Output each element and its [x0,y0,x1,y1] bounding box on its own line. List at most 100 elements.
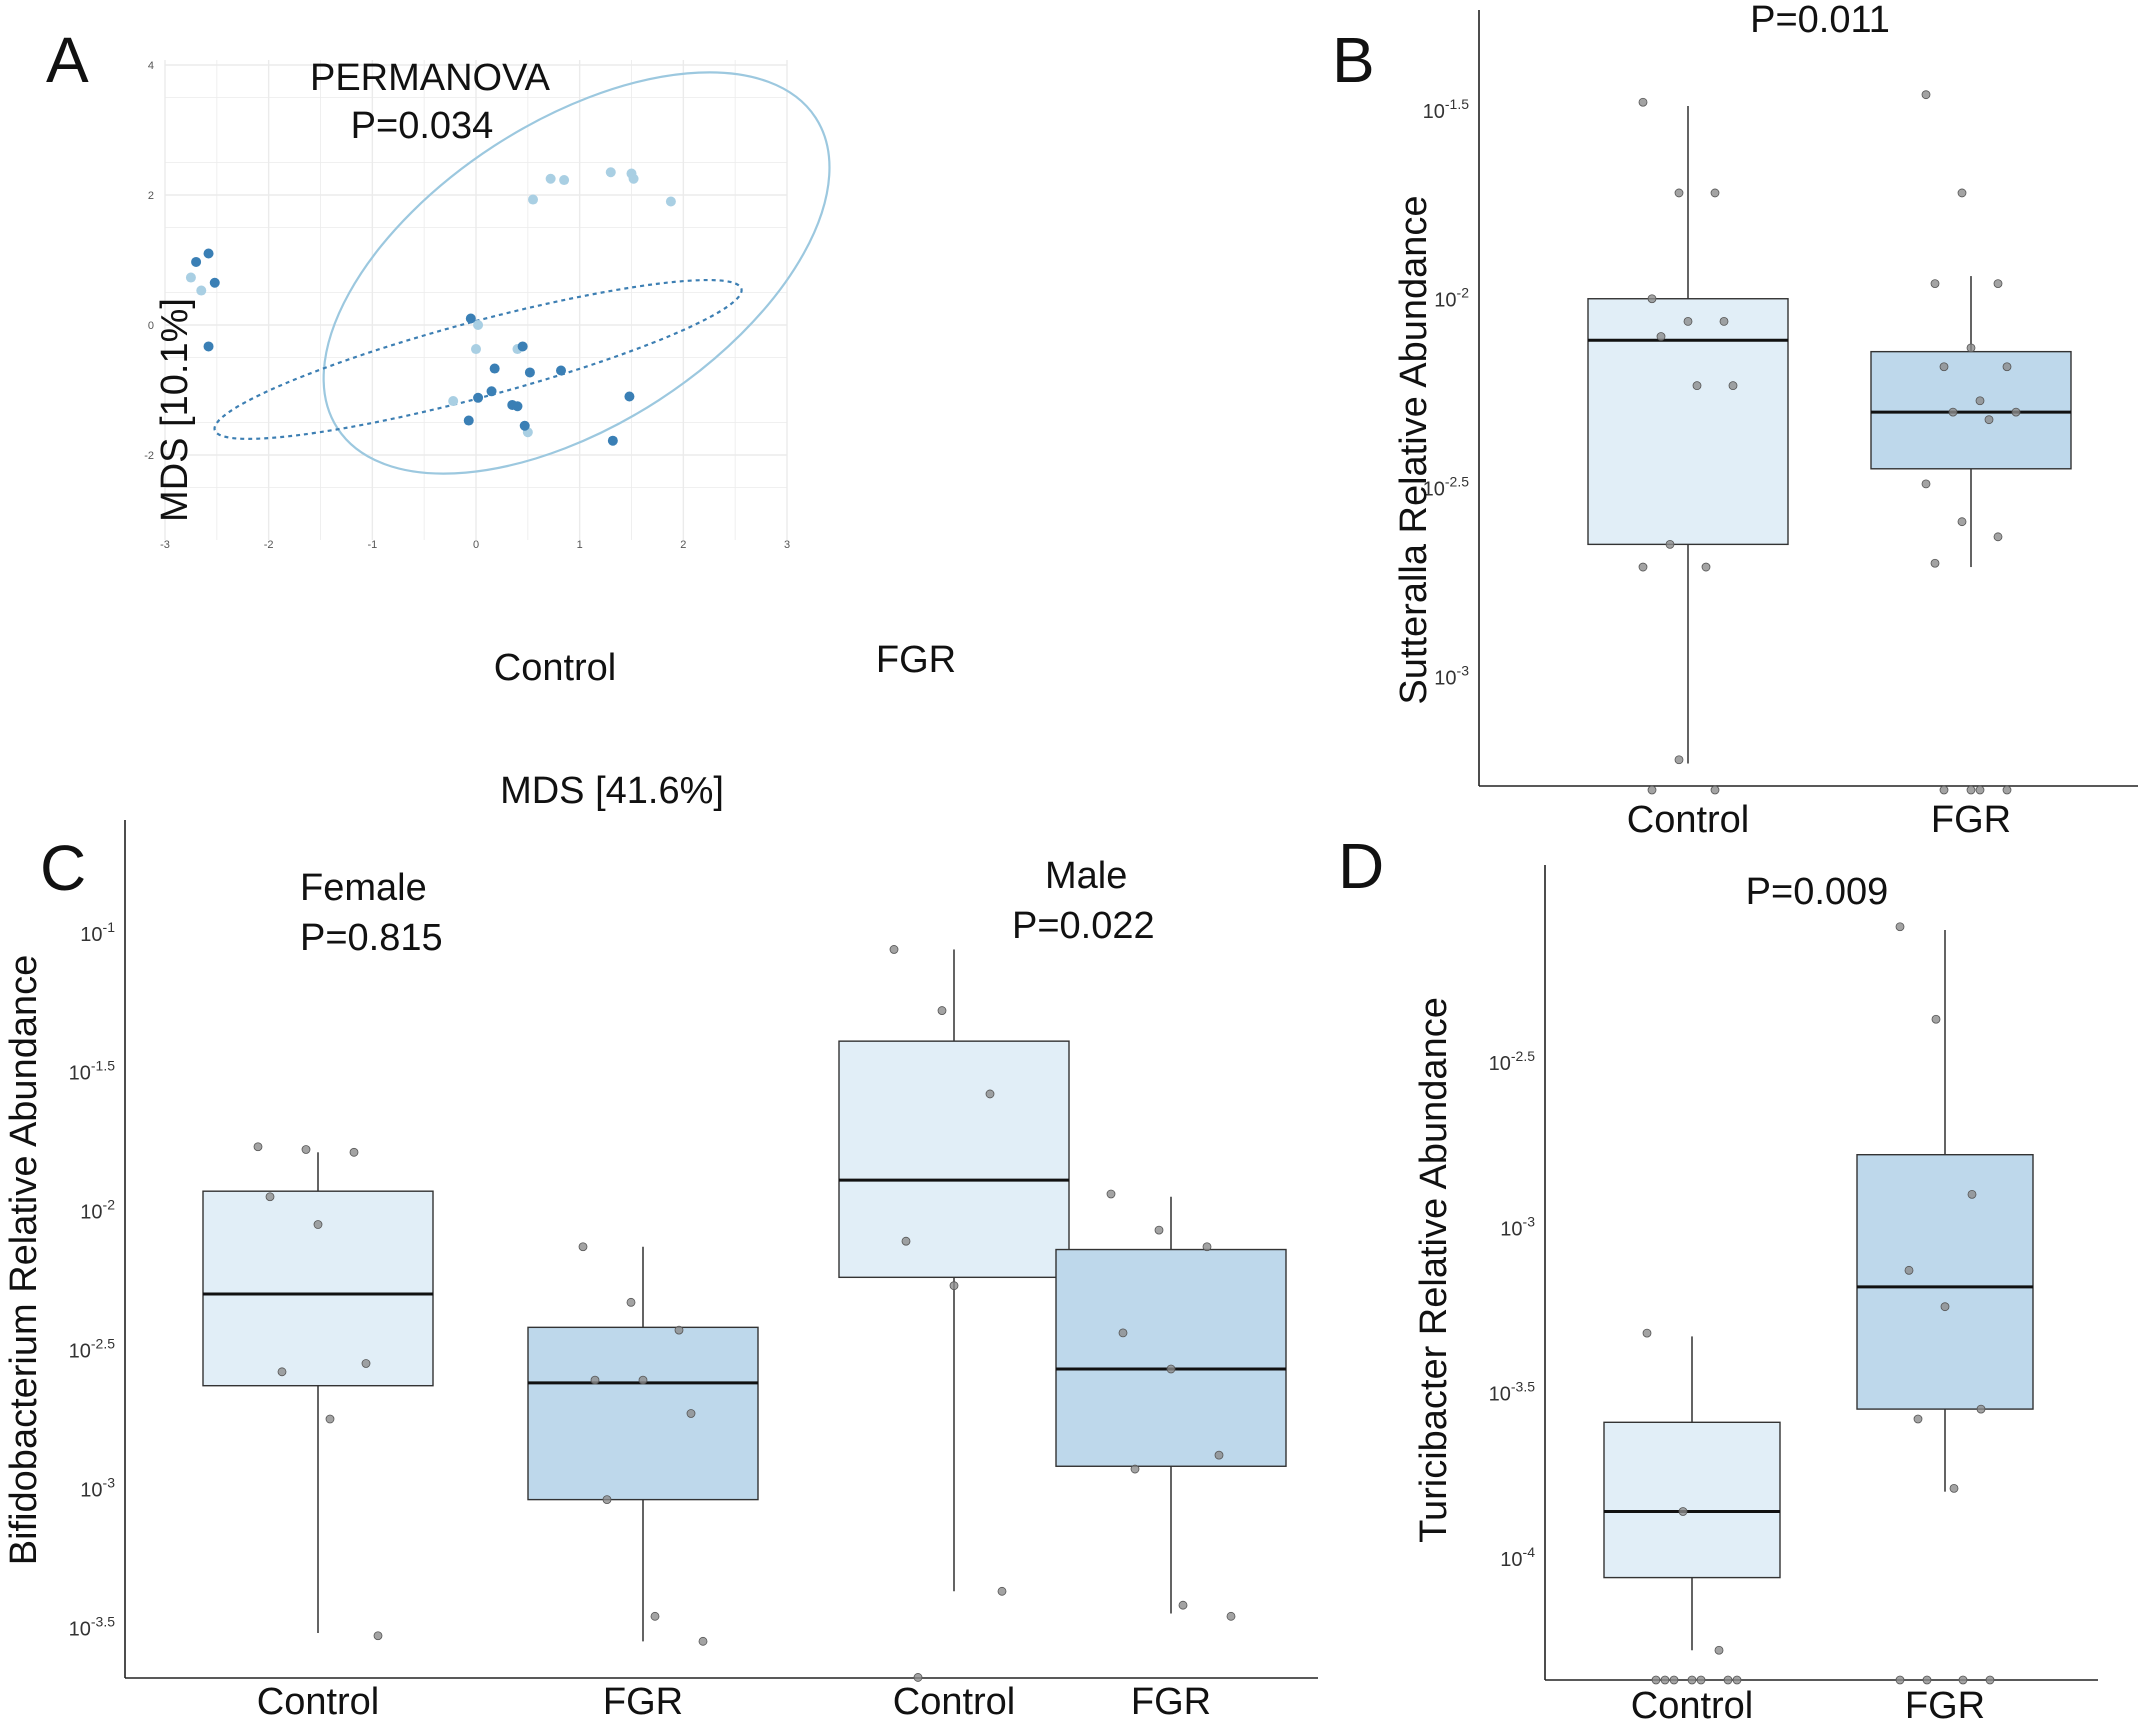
jitter-point [949,1281,959,1291]
x-category-label: FGR [603,1681,683,1721]
jitter-point [361,1359,371,1368]
jitter-point [1939,362,1949,372]
y-tick-label: 10-3.5 [1489,1379,1536,1406]
jitter-point [277,1367,287,1377]
y-tick-label: 10-1.5 [1423,96,1470,123]
x-category-label: Control [257,1681,380,1721]
jitter-point [2011,407,2021,417]
jitter-point [1647,294,1657,304]
jitter-point [1651,1675,1661,1685]
jitter-point [1921,90,1931,100]
jitter-point [1656,332,1666,341]
x-tick-label: -2 [264,539,274,551]
y-tick-label: 10-4 [1500,1544,1535,1571]
y-tick-label: 0 [148,320,154,332]
jitter-point [1966,343,1976,353]
jitter-point [1674,755,1684,765]
fgr-point [203,341,214,352]
panel-c-plot-area: 10-1 10-1.5 10-2 10-2.5 10-3 10-3.5 Control FGR… [69,820,1318,1721]
fgr-point [624,391,635,402]
box-iqr [1856,1153,2034,1410]
box-iqr [1587,298,1789,546]
permanova-label: PERMANOVA [310,57,551,99]
jitter-point [1130,1464,1140,1474]
panel-letter-c: C [40,832,86,904]
jitter-point [1687,1675,1697,1685]
jitter-point [1638,562,1648,572]
panel-letter-b: B [1332,24,1375,96]
jitter-point [1714,1645,1724,1655]
jitter-point [253,1142,263,1152]
jitter-point [937,1006,947,1015]
jitter-point [985,1089,995,1099]
fgr-point [209,277,220,288]
jitter-point [686,1409,696,1418]
control-point [196,285,207,296]
panel-a-grid [164,60,788,540]
jitter-point [1647,785,1657,795]
permanova-p-value: P=0.034 [351,105,494,147]
y-tick-label: 10-3.5 [69,1613,116,1640]
jitter-point [1674,188,1684,198]
jitter-point [1710,188,1720,198]
panel-letter-a: A [46,24,89,96]
jitter-point [626,1297,636,1307]
panel-a-mds-scatter: -3 -2 -1 0 1 2 3 -2 0 2 4 PERMANOVA P=0.034 Contro… [144,57,956,812]
y-tick-label: 10-3 [1500,1213,1535,1240]
jitter-point [1723,1675,1733,1685]
control-point [559,175,570,186]
jitter-point [1678,1507,1688,1516]
jitter-point [265,1192,275,1202]
x-tick-label: -1 [367,539,377,551]
jitter-point [1957,517,1967,527]
x-category-label: Control [893,1681,1016,1721]
x-category-label: FGR [1931,799,2011,841]
jitter-point [901,1236,911,1246]
control-point [185,272,196,283]
group-label-fgr: FGR [876,639,956,681]
jitter-point [1710,785,1720,795]
x-tick-label: 2 [680,539,686,551]
jitter-point [1958,1675,1968,1685]
jitter-point [1638,97,1648,107]
panel-d-y-axis-title: Turicibacter Relative Abundance [1413,997,1455,1543]
fgr-point [191,256,202,267]
jitter-point [1975,785,1985,795]
jitter-point [2002,785,2012,795]
x-tick-label: 0 [473,539,479,551]
control-point [665,196,676,207]
control-point [545,173,556,184]
y-tick-label: 10-2.5 [1489,1048,1536,1075]
panel-b-p-value: P=0.011 [1750,0,1890,41]
jitter-point [313,1220,323,1229]
fgr-point [556,365,567,376]
x-category-label: Control [1627,799,1750,841]
y-tick-label: 2 [148,190,154,202]
jitter-point [1642,1328,1652,1338]
panel-c-boxplot: 10-1 10-1.5 10-2 10-2.5 10-3 10-3.5 Control FGR… [3,820,1318,1721]
x-category-label: FGR [1131,1681,1211,1721]
jitter-point [1967,1189,1977,1199]
fgr-point [489,363,500,374]
jitter-point [1949,1483,1959,1493]
jitter-point [1701,562,1711,572]
y-tick-label: 10-2.5 [69,1336,116,1363]
jitter-point [578,1242,588,1252]
jitter-point [301,1145,311,1154]
fgr-point [465,313,476,324]
x-tick-label: 3 [784,539,790,551]
fgr-point [519,420,530,431]
jitter-point [1669,1675,1679,1685]
x-category-label: FGR [1905,1685,1985,1721]
box-iqr [1870,350,2072,470]
box-iqr [1055,1248,1287,1467]
fgr-point [463,415,474,426]
panel-c-female-p-value: P=0.815 [300,917,443,959]
jitter-point [2002,362,2012,372]
jitter-point [1154,1225,1164,1235]
jitter-point [325,1414,335,1424]
jitter-point [1922,1675,1932,1685]
fgr-point [524,367,535,378]
control-point [626,168,637,179]
